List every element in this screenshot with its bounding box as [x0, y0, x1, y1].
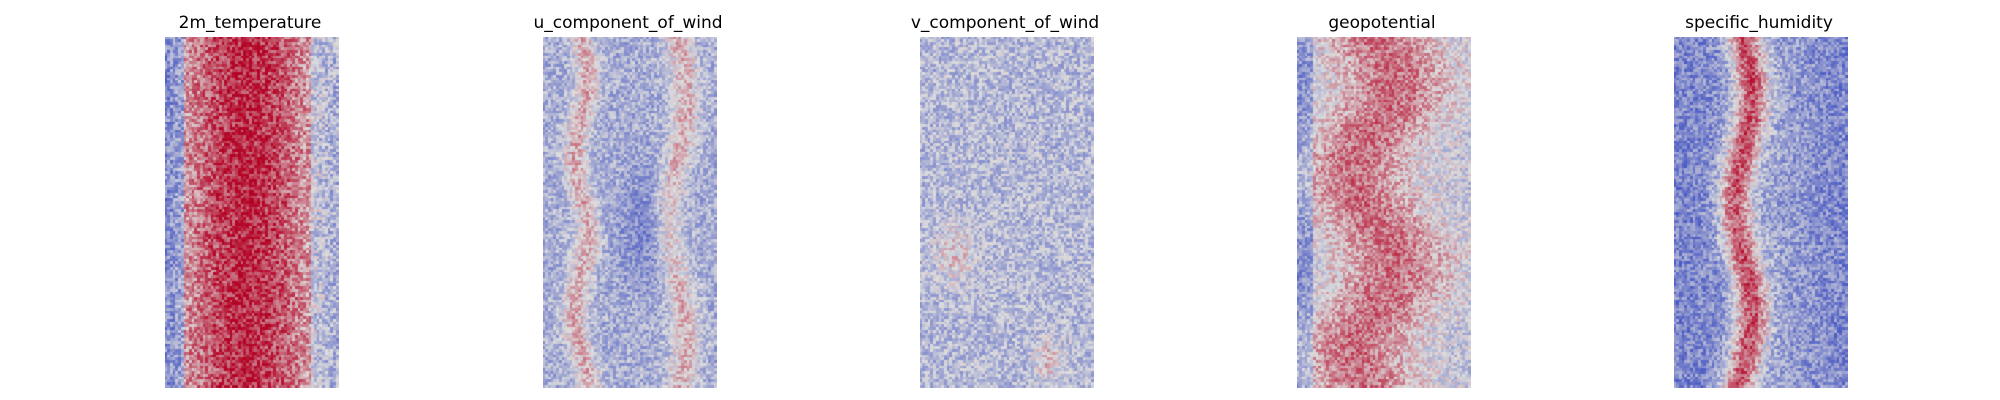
- panel-title: 2m_temperature: [178, 13, 322, 33]
- heatmap-u-component-of-wind: [543, 37, 717, 388]
- heatmap-specific-humidity: [1674, 37, 1848, 388]
- panel-v-component-of-wind: v_component_of_wind: [911, 10, 1099, 390]
- panel-u-component-of-wind: u_component_of_wind: [533, 10, 723, 390]
- panel-title: u_component_of_wind: [533, 13, 723, 33]
- panel-geopotential: geopotential: [1292, 10, 1472, 390]
- panel-specific-humidity: specific_humidity: [1669, 10, 1849, 390]
- heatmap-v-component-of-wind: [920, 37, 1094, 388]
- heatmap-2m-temperature: [165, 37, 339, 388]
- panel-title: v_component_of_wind: [910, 13, 1100, 33]
- panel-title: specific_humidity: [1685, 13, 1833, 33]
- heatmap-geopotential: [1297, 37, 1471, 388]
- panel-2m-temperature: 2m_temperature: [160, 10, 340, 390]
- panel-title: geopotential: [1328, 13, 1436, 33]
